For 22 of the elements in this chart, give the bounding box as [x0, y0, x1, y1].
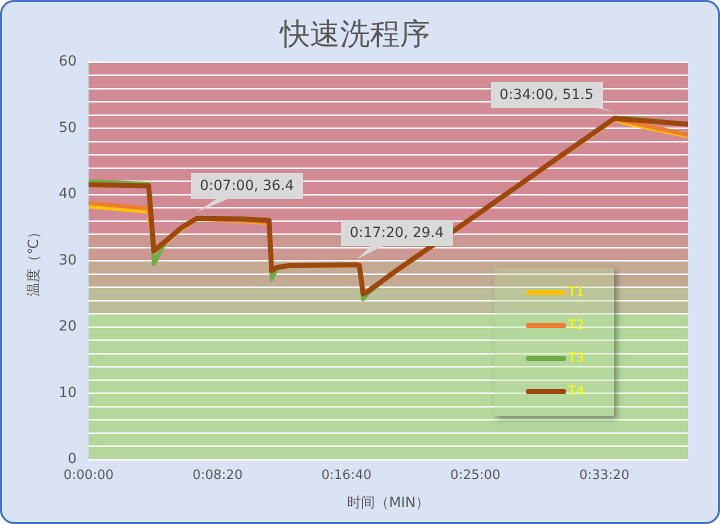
- y-tick-label: 40: [58, 186, 77, 202]
- legend-label: T3: [568, 351, 584, 366]
- y-tick-label: 0: [68, 451, 77, 468]
- x-axis-title: 时间（MIN）: [346, 495, 430, 512]
- legend-label: T1: [568, 285, 584, 300]
- annotation: 0:17:20, 29.4: [348, 224, 445, 243]
- chart-title: 快速洗程序: [279, 16, 430, 52]
- x-tick-label: 0:16:40: [321, 468, 372, 483]
- y-tick-label: 30: [58, 252, 77, 268]
- y-axis-title: 温度（℃）: [26, 224, 42, 297]
- y-tick-label: 20: [58, 318, 77, 335]
- legend-label: T2: [568, 318, 584, 333]
- x-tick-label: 0:08:20: [192, 468, 243, 483]
- annotation: 0:34:00, 51.5: [498, 86, 595, 106]
- x-tick-label: 0:25:00: [450, 468, 500, 483]
- y-tick-label: 10: [58, 384, 77, 401]
- y-tick-label: 60: [58, 54, 77, 70]
- y-tick-label: 50: [58, 120, 77, 136]
- x-tick-label: 0:33:20: [579, 468, 630, 483]
- x-tick-label: 0:00:00: [64, 468, 114, 483]
- legend-label: T4: [568, 384, 584, 399]
- annotation: 0:07:00, 36.4: [198, 177, 295, 196]
